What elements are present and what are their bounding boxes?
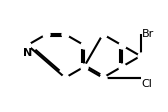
Text: Br: Br: [142, 29, 154, 39]
Text: Cl: Cl: [142, 79, 153, 89]
Text: N: N: [23, 48, 32, 58]
